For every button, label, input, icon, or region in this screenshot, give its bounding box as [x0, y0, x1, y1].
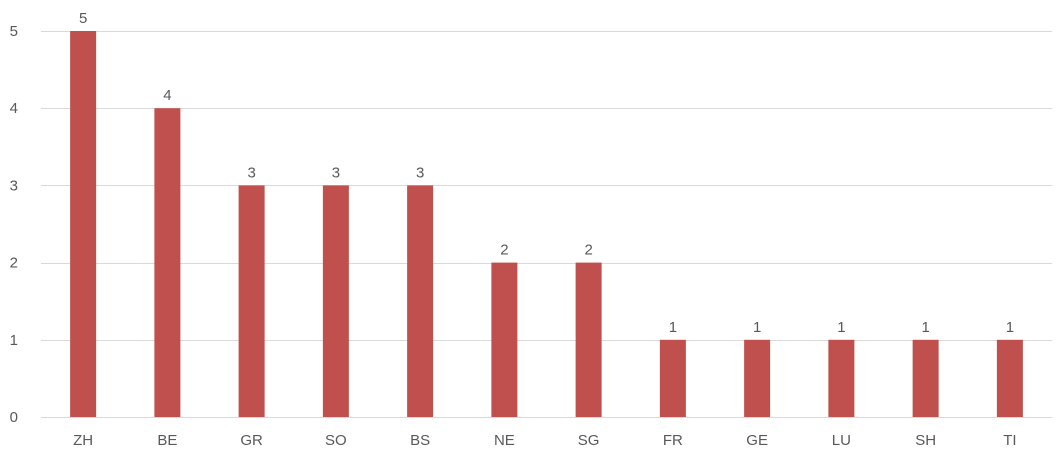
- x-tick-label: BE: [157, 432, 177, 449]
- x-tick-label: SG: [578, 432, 600, 449]
- bars: [70, 31, 1023, 417]
- data-label: 1: [837, 319, 845, 336]
- bar-zh: [70, 31, 97, 417]
- bar-gr: [238, 185, 265, 417]
- x-tick-label: ZH: [73, 432, 93, 449]
- x-tick-label: LU: [832, 432, 851, 449]
- bar-ge: [744, 339, 771, 417]
- data-label: 1: [753, 319, 761, 336]
- bar-lu: [828, 339, 855, 417]
- data-label: 2: [584, 242, 592, 259]
- data-label: 1: [669, 319, 677, 336]
- bar-fr: [659, 339, 686, 417]
- data-labels: 5 4 3 3 3 2 2 1 1 1 1 1: [79, 10, 1014, 336]
- data-label: 1: [921, 319, 929, 336]
- data-label: 3: [416, 164, 424, 181]
- bar-be: [154, 108, 181, 417]
- bar-ne: [491, 262, 518, 417]
- y-axis-ticks: 0 1 2 3 4 5: [10, 23, 18, 426]
- data-label: 2: [500, 242, 508, 259]
- y-tick-label: 5: [10, 23, 18, 40]
- bar-ti: [996, 339, 1023, 417]
- x-tick-label: FR: [663, 432, 683, 449]
- data-label: 4: [163, 87, 171, 104]
- data-label: 1: [1006, 319, 1014, 336]
- gridlines: [41, 31, 1052, 418]
- x-tick-label: BS: [410, 432, 430, 449]
- x-tick-label: TI: [1003, 432, 1016, 449]
- x-tick-label: GE: [746, 432, 768, 449]
- y-tick-label: 4: [10, 100, 18, 117]
- bar-sh: [912, 339, 939, 417]
- data-label: 3: [247, 164, 255, 181]
- y-tick-label: 0: [10, 409, 18, 426]
- x-tick-label: GR: [240, 432, 263, 449]
- bar-bs: [407, 185, 434, 417]
- bar-sg: [575, 262, 602, 417]
- x-axis-ticks: ZH BE GR SO BS NE SG FR GE LU SH TI: [73, 432, 1016, 449]
- data-label: 3: [332, 164, 340, 181]
- y-tick-label: 2: [10, 255, 18, 272]
- data-label: 5: [79, 10, 87, 27]
- x-tick-label: SH: [915, 432, 936, 449]
- y-tick-label: 3: [10, 177, 18, 194]
- x-tick-label: SO: [325, 432, 347, 449]
- x-tick-label: NE: [494, 432, 515, 449]
- bar-so: [322, 185, 349, 417]
- y-tick-label: 1: [10, 332, 18, 349]
